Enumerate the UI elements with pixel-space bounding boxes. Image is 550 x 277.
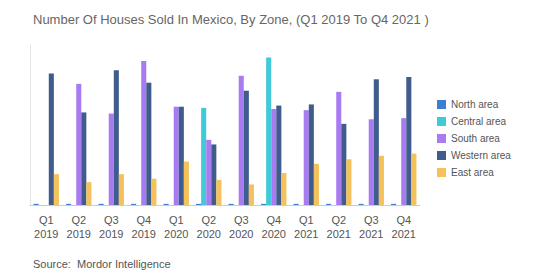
svg-text:North area: North area	[451, 99, 499, 110]
svg-text:2020: 2020	[229, 228, 253, 240]
svg-text:Q2: Q2	[71, 214, 86, 226]
svg-text:2020: 2020	[197, 228, 221, 240]
svg-text:2019: 2019	[34, 228, 58, 240]
svg-text:2019: 2019	[99, 228, 123, 240]
svg-text:2019: 2019	[132, 228, 156, 240]
svg-text:Q2: Q2	[331, 214, 346, 226]
svg-text:Q1: Q1	[299, 214, 314, 226]
svg-text:Q4: Q4	[136, 214, 151, 226]
svg-text:Q1: Q1	[169, 214, 184, 226]
svg-text:2021: 2021	[294, 228, 318, 240]
svg-text:Central area: Central area	[451, 116, 506, 127]
svg-text:Q4: Q4	[396, 214, 411, 226]
svg-text:2019: 2019	[67, 228, 91, 240]
svg-text:2021: 2021	[327, 228, 351, 240]
svg-text:2020: 2020	[262, 228, 286, 240]
svg-text:2021: 2021	[359, 228, 383, 240]
svg-text:East area: East area	[451, 167, 494, 178]
svg-text:2021: 2021	[392, 228, 416, 240]
svg-text:Western area: Western area	[451, 150, 511, 161]
svg-text:Q3: Q3	[234, 214, 249, 226]
svg-text:Q1: Q1	[39, 214, 54, 226]
svg-text:2020: 2020	[164, 228, 188, 240]
svg-text:Q3: Q3	[104, 214, 119, 226]
svg-text:Q3: Q3	[364, 214, 379, 226]
svg-text:Source: Mordor Intelligence: Source: Mordor Intelligence	[33, 258, 171, 270]
svg-text:Q2: Q2	[201, 214, 216, 226]
svg-text:South area: South area	[451, 133, 500, 144]
svg-text:Q4: Q4	[266, 214, 281, 226]
svg-text:Number Of Houses Sold In Mexic: Number Of Houses Sold In Mexico, By Zone…	[33, 12, 429, 27]
